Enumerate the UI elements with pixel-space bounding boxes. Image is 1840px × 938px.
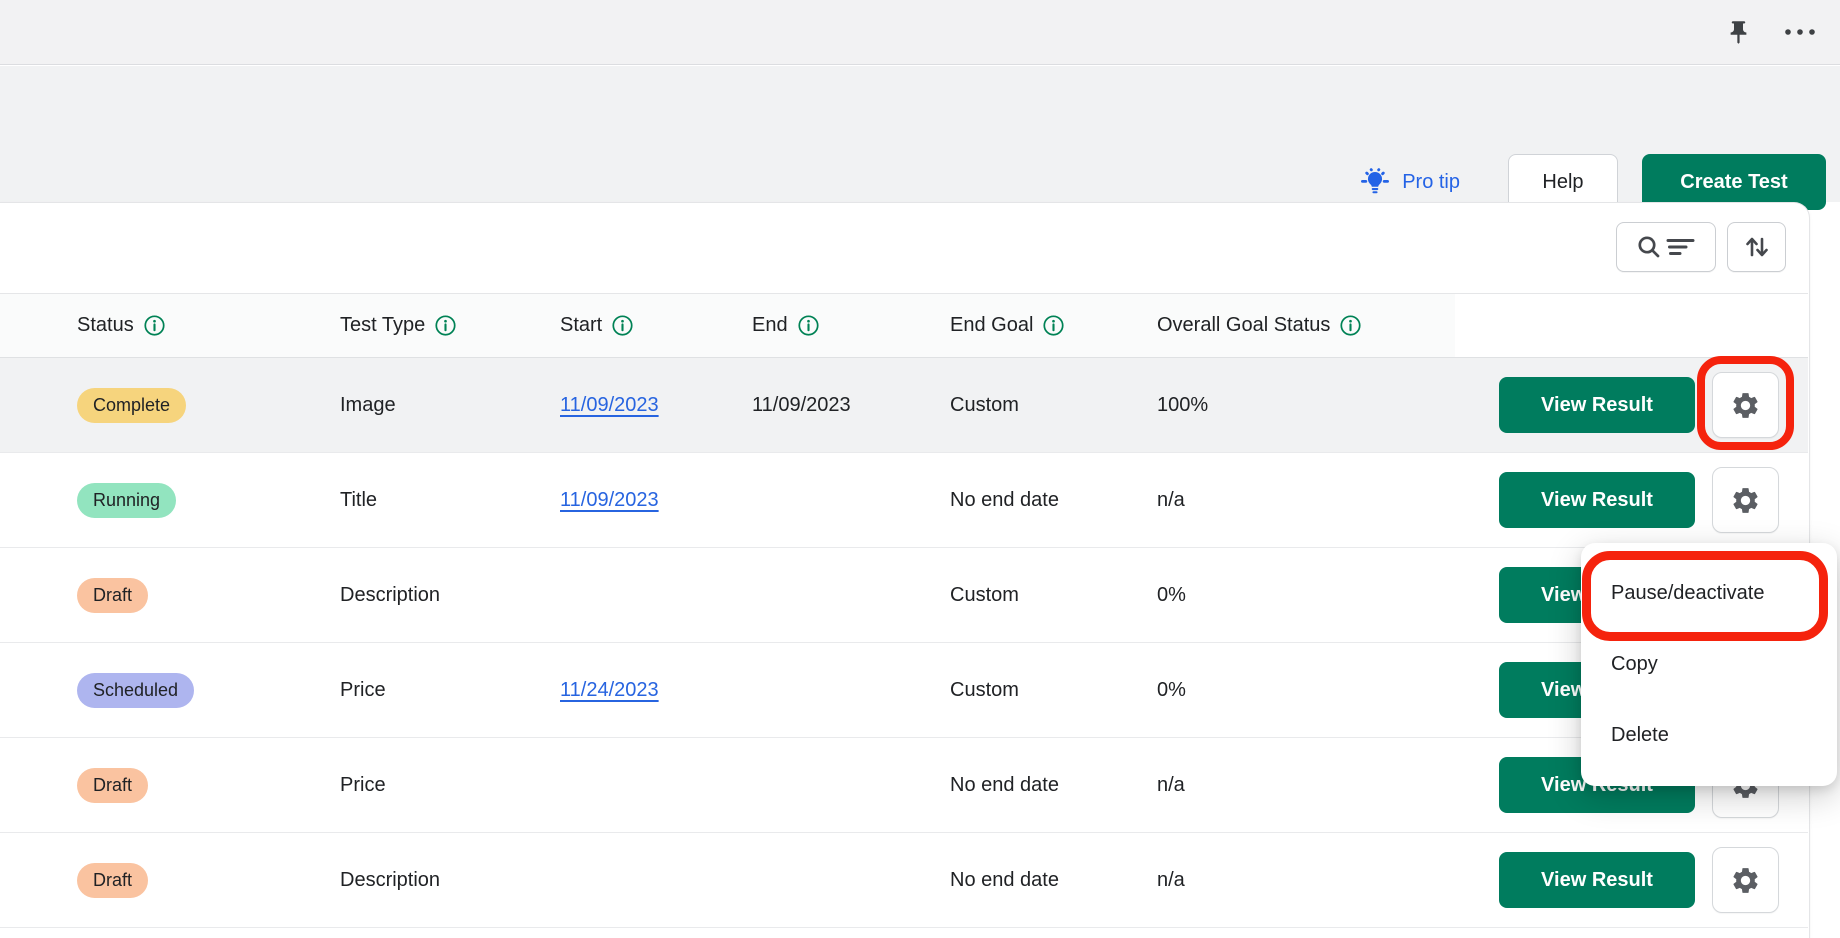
- table-row[interactable]: Draft Price No end date n/a View Result: [0, 738, 1808, 833]
- overall-goal-status-cell: n/a: [1157, 488, 1185, 511]
- overall-goal-status-cell: n/a: [1157, 773, 1185, 796]
- overall-goal-status-cell: 0%: [1157, 583, 1186, 606]
- status-cell: Scheduled: [77, 643, 195, 737]
- view-result-button[interactable]: View Result: [1499, 377, 1695, 433]
- view-result-button[interactable]: View Result: [1499, 852, 1695, 908]
- status-cell: Draft: [77, 548, 149, 642]
- push-pin-icon[interactable]: [1725, 19, 1752, 46]
- end-goal-cell: Custom: [950, 583, 1019, 606]
- test-type-cell: Title: [340, 488, 378, 511]
- column-label: End Goal: [950, 314, 1034, 336]
- status-badge: Complete: [77, 387, 187, 423]
- column-label: Overall Goal Status: [1157, 314, 1331, 336]
- status-badge: Draft: [77, 862, 149, 898]
- end-goal-cell: No end date: [950, 773, 1059, 796]
- info-icon[interactable]: [797, 314, 820, 337]
- tests-table-card: Status Test Type Start End End Goal Over…: [0, 202, 1810, 938]
- table-row[interactable]: Draft Description Custom 0% View Result: [0, 548, 1808, 643]
- gear-icon: [1730, 390, 1761, 421]
- column-header-start[interactable]: Start: [560, 294, 634, 357]
- gear-icon: [1730, 865, 1761, 896]
- status-cell: Draft: [77, 738, 149, 832]
- status-cell: Running: [77, 453, 177, 547]
- row-1-settings-button[interactable]: [1712, 372, 1779, 438]
- status-badge: Running: [77, 482, 177, 518]
- overall-goal-status-cell: n/a: [1157, 868, 1185, 891]
- lightbulb-icon: [1359, 167, 1391, 197]
- menu-item-delete[interactable]: Delete: [1611, 724, 1669, 746]
- browser-chrome-bar: [0, 0, 1840, 65]
- info-icon[interactable]: [1339, 314, 1362, 337]
- gear-icon: [1730, 485, 1761, 516]
- start-date-link[interactable]: 11/09/2023: [560, 393, 659, 416]
- pro-tip-label: Pro tip: [1402, 170, 1460, 193]
- overall-goal-status-cell: 0%: [1157, 678, 1186, 701]
- view-result-button[interactable]: View Result: [1499, 472, 1695, 528]
- sort-arrows-icon: [1742, 232, 1772, 262]
- page-header: Pro tip Help Create Test: [0, 66, 1840, 210]
- menu-item-copy[interactable]: Copy: [1611, 653, 1658, 675]
- overall-goal-status-cell: 100%: [1157, 393, 1209, 416]
- column-header-status[interactable]: Status: [77, 294, 166, 357]
- status-badge: Scheduled: [77, 672, 195, 708]
- status-cell: Draft: [77, 833, 149, 927]
- info-icon[interactable]: [434, 314, 457, 337]
- test-type-cell: Price: [340, 773, 386, 796]
- test-type-cell: Price: [340, 678, 386, 701]
- column-label: Start: [560, 314, 603, 336]
- end-goal-cell: No end date: [950, 868, 1059, 891]
- info-icon[interactable]: [143, 314, 166, 337]
- test-type-cell: Image: [340, 393, 396, 416]
- search-filter-button[interactable]: [1616, 222, 1716, 272]
- pro-tip-link[interactable]: Pro tip: [1359, 167, 1460, 197]
- column-header-end[interactable]: End: [752, 294, 820, 357]
- column-header-overall-goal-status[interactable]: Overall Goal Status: [1157, 294, 1362, 357]
- info-icon[interactable]: [611, 314, 634, 337]
- column-label: Status: [77, 314, 134, 336]
- ellipsis-icon[interactable]: [1782, 26, 1818, 38]
- menu-item-pause-deactivate[interactable]: Pause/deactivate: [1611, 582, 1765, 604]
- column-label: Test Type: [340, 314, 426, 336]
- status-cell: Complete: [77, 358, 187, 452]
- table-header-row: Status Test Type Start End End Goal Over…: [0, 293, 1808, 358]
- info-icon[interactable]: [1042, 314, 1065, 337]
- context-menu: Pause/deactivate Copy Delete: [1581, 543, 1837, 786]
- row-2-settings-button[interactable]: [1712, 467, 1779, 533]
- table-row[interactable]: Complete Image 11/09/2023 11/09/2023 Cus…: [0, 358, 1808, 453]
- start-date-link[interactable]: 11/24/2023: [560, 678, 659, 701]
- start-date-link[interactable]: 11/09/2023: [560, 488, 659, 511]
- search-filter-icon: [1635, 233, 1697, 261]
- row-6-settings-button[interactable]: [1712, 847, 1779, 913]
- sort-button[interactable]: [1727, 222, 1786, 272]
- table-row[interactable]: Running Title 11/09/2023 No end date n/a…: [0, 453, 1808, 548]
- end-goal-cell: No end date: [950, 488, 1059, 511]
- table-row[interactable]: Scheduled Price 11/24/2023 Custom 0% Vie…: [0, 643, 1808, 738]
- column-label: End: [752, 314, 788, 336]
- end-goal-cell: Custom: [950, 678, 1019, 701]
- test-type-cell: Description: [340, 583, 441, 606]
- column-header-end-goal[interactable]: End Goal: [950, 294, 1065, 357]
- header-actions: Pro tip Help Create Test: [1359, 154, 1826, 210]
- status-badge: Draft: [77, 577, 149, 613]
- create-test-button[interactable]: Create Test: [1642, 154, 1826, 210]
- table-header-band: [0, 294, 1455, 357]
- end-goal-cell: Custom: [950, 393, 1019, 416]
- status-badge: Draft: [77, 767, 149, 803]
- test-type-cell: Description: [340, 868, 441, 891]
- end-date-cell: 11/09/2023: [752, 393, 851, 416]
- column-header-test-type[interactable]: Test Type: [340, 294, 457, 357]
- table-row[interactable]: Draft Description No end date n/a View R…: [0, 833, 1808, 928]
